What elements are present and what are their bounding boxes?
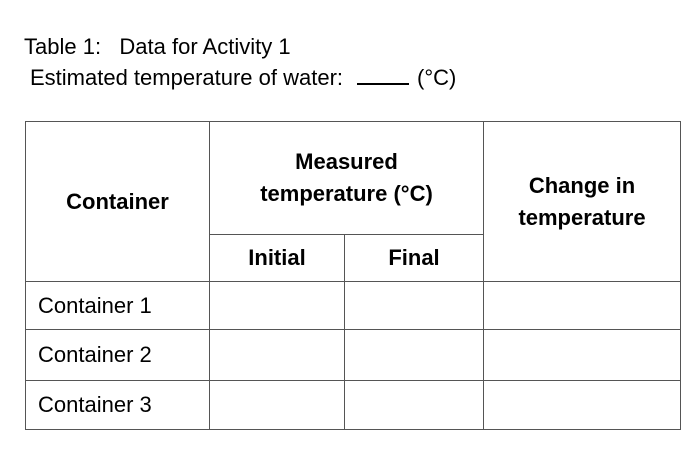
activity-data-table: Container Measured temperature (°C) Chan… — [25, 121, 682, 430]
row-label-container-1: Container 1 — [25, 281, 210, 330]
cell-initial — [209, 329, 345, 381]
header-initial: Initial — [209, 234, 345, 282]
estimate-line: Estimated temperature of water: (°C) — [30, 65, 456, 91]
cell-change — [483, 329, 682, 381]
estimate-label: Estimated temperature of water: — [30, 65, 344, 90]
estimate-blank — [357, 67, 410, 85]
cell-initial — [209, 380, 345, 430]
header-change-line1: Change in — [528, 172, 636, 198]
cell-final — [343, 329, 485, 381]
cell-final — [343, 380, 485, 430]
header-final: Final — [343, 234, 485, 282]
header-measured-line2: temperature (°C) — [260, 181, 433, 206]
cell-change — [483, 281, 682, 330]
estimate-unit: (°C) — [417, 65, 457, 90]
header-container: Container — [25, 121, 210, 282]
cell-initial — [209, 281, 345, 330]
header-change-line2: temperature — [518, 204, 646, 230]
row-label-container-3: Container 3 — [25, 380, 210, 430]
header-measured-line1: Measured — [295, 149, 398, 174]
header-change-in-temperature: Change in temperature — [483, 121, 682, 282]
table-row: Container 3 — [25, 380, 682, 430]
cell-change — [483, 380, 682, 430]
table-title: Table 1: Data for Activity 1 — [24, 34, 291, 59]
header-measured-temperature: Measured temperature (°C) — [208, 121, 485, 235]
table-row: Container 1 — [25, 281, 682, 330]
header-container-label: Container — [66, 188, 169, 214]
row-label-container-2: Container 2 — [25, 329, 210, 381]
cell-final — [343, 281, 485, 330]
table-row: Container 2 — [25, 329, 682, 381]
